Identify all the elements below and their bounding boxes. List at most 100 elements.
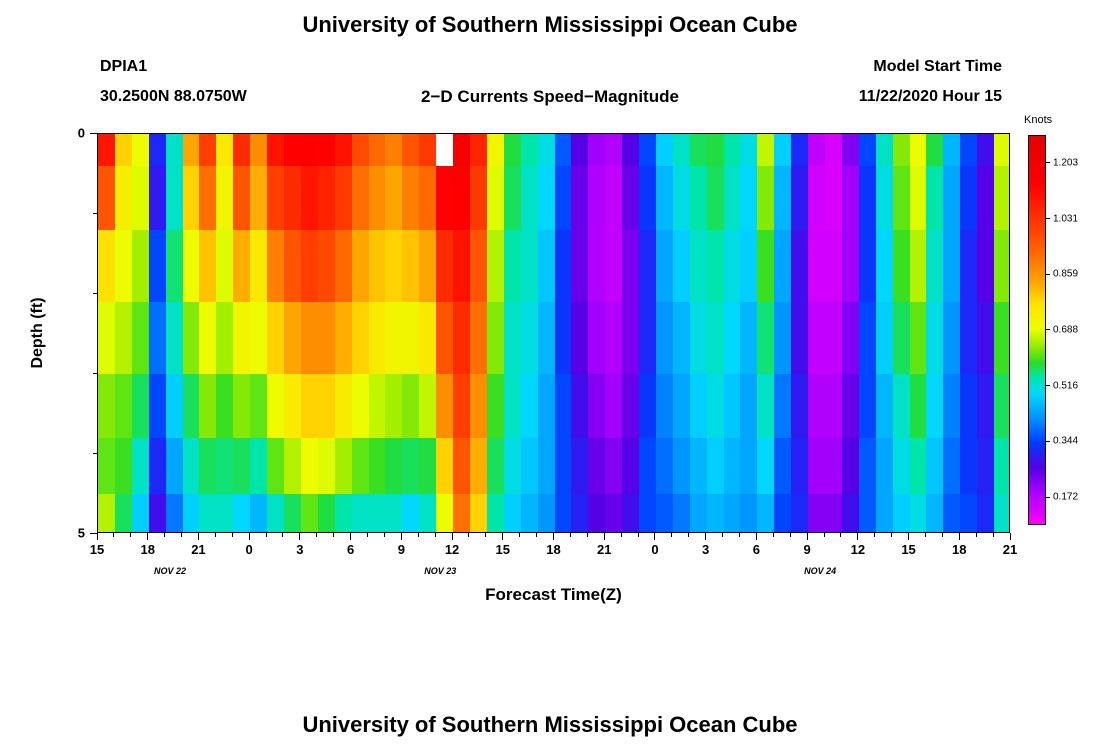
x-date-label: NOV 22 — [154, 566, 187, 576]
x-minor-tickmark — [265, 533, 267, 537]
heatmap-cell — [639, 302, 657, 375]
heatmap-cell — [165, 166, 184, 231]
heatmap-cell — [791, 230, 809, 303]
heatmap-cell — [994, 230, 1009, 303]
y-minor-tickmark — [93, 212, 97, 214]
heatmap-cell — [723, 302, 742, 375]
heatmap-cell — [605, 438, 623, 495]
heatmap-cell — [453, 230, 471, 303]
heatmap-cell — [165, 374, 184, 439]
colorbar-tick-label: 0.172 — [1053, 491, 1079, 503]
heatmap-cell — [469, 134, 488, 167]
heatmap-cell — [994, 494, 1009, 532]
y-tick-label: 5 — [77, 525, 85, 541]
heatmap-cell — [622, 166, 640, 231]
heatmap-cell — [588, 134, 606, 167]
heatmap-cell — [385, 438, 404, 495]
heatmap-cell — [841, 302, 860, 375]
heatmap-cell — [537, 302, 556, 375]
x-minor-tickmark — [367, 533, 369, 537]
x-tick-label: 0 — [651, 542, 659, 557]
heatmap-cell — [199, 374, 218, 439]
heatmap-cell — [774, 230, 792, 303]
heatmap-cell — [283, 494, 302, 532]
heatmap-cell — [841, 166, 860, 231]
x-minor-tickmark — [738, 533, 740, 537]
heatmap-cell — [503, 230, 522, 303]
x-date-label: NOV 24 — [804, 566, 837, 576]
heatmap-cell — [503, 374, 522, 439]
x-tick-label: 15 — [495, 542, 510, 557]
heatmap-cell — [808, 494, 826, 532]
heatmap-cell — [757, 374, 775, 439]
x-minor-tickmark — [688, 533, 690, 537]
heatmap-cell — [892, 438, 911, 495]
heatmap-cell — [571, 302, 589, 375]
x-tick-label: 3 — [702, 542, 710, 557]
heatmap-cell — [419, 134, 437, 167]
heatmap-cell — [233, 166, 251, 231]
x-minor-tickmark — [383, 533, 385, 537]
heatmap-cell — [267, 374, 285, 439]
heatmap-cell — [774, 438, 792, 495]
model-start-value: 11/22/2020 Hour 15 — [858, 88, 1002, 105]
x-minor-tickmark — [722, 533, 724, 537]
heatmap-cell — [841, 374, 860, 439]
x-major-tickmark — [96, 533, 98, 540]
heatmap-cell — [250, 438, 268, 495]
heatmap-cell — [994, 134, 1009, 167]
x-minor-tickmark — [181, 533, 183, 537]
heatmap-cell — [554, 166, 573, 231]
heatmap-cell — [436, 302, 454, 375]
heatmap-cell — [216, 302, 234, 375]
heatmap-cell — [723, 438, 742, 495]
x-minor-tickmark — [671, 533, 673, 537]
heatmap-cell — [486, 302, 505, 375]
heatmap-cell — [182, 438, 201, 495]
x-minor-tickmark — [569, 533, 571, 537]
heatmap-cell — [689, 494, 708, 532]
x-major-tickmark — [553, 533, 554, 540]
heatmap-cell — [537, 494, 556, 532]
colorbar-tickmark — [1046, 440, 1050, 442]
heatmap-cell — [689, 374, 708, 439]
heatmap-cell — [300, 438, 319, 495]
heatmap-cell — [250, 134, 268, 167]
heatmap-cell — [351, 134, 370, 167]
x-minor-tickmark — [874, 533, 876, 537]
heatmap-cell — [402, 230, 420, 303]
heatmap-cell — [436, 438, 454, 495]
heatmap-cell — [622, 230, 640, 303]
heatmap-cell — [520, 494, 539, 532]
heatmap-cell — [486, 374, 505, 439]
x-minor-tickmark — [113, 533, 115, 537]
colorbar-tick-label: 0.344 — [1053, 435, 1079, 447]
heatmap-cell — [368, 302, 387, 375]
heatmap-cell — [825, 302, 843, 375]
heatmap-cell — [503, 494, 522, 532]
station-id: DPIA1 — [100, 58, 148, 75]
heatmap-cell — [334, 494, 353, 532]
heatmap-cell — [774, 374, 792, 439]
heatmap-cell — [825, 166, 843, 231]
heatmap-cell — [808, 302, 826, 375]
heatmap-cell — [233, 494, 251, 532]
heatmap-cell — [909, 134, 928, 167]
heatmap-cell — [943, 494, 961, 532]
heatmap-cell — [757, 494, 775, 532]
heatmap-cell — [182, 494, 201, 532]
heatmap-cell — [689, 134, 708, 167]
heatmap-cell — [791, 134, 809, 167]
heatmap-cell — [689, 166, 708, 231]
heatmap-cell — [926, 494, 945, 532]
heatmap-cell — [554, 302, 573, 375]
heatmap-cell — [791, 302, 809, 375]
heatmap-cell — [639, 438, 657, 495]
heatmap-cell — [639, 134, 657, 167]
colorbar-tick-label: 0.859 — [1053, 268, 1079, 280]
heatmap-cell — [419, 302, 437, 375]
heatmap-cell — [655, 134, 674, 167]
x-minor-tickmark — [586, 533, 588, 537]
heatmap-cell — [554, 438, 573, 495]
x-major-tickmark — [654, 533, 656, 540]
